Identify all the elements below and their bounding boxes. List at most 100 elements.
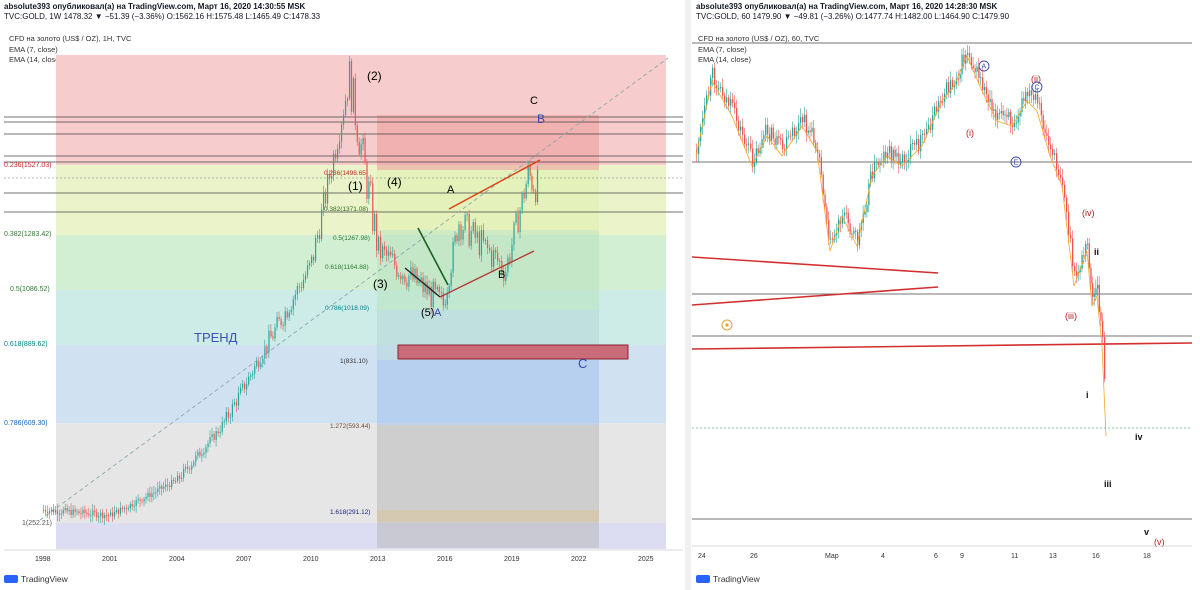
candle-body — [954, 84, 956, 87]
candle-body — [857, 231, 859, 246]
trend-diagonal — [39, 57, 669, 521]
x-tick-label: Мар — [825, 553, 839, 560]
candle-body — [989, 99, 991, 103]
candle-body — [233, 402, 236, 405]
candle-body — [320, 209, 323, 240]
candle-body — [199, 451, 201, 456]
candle-body — [849, 223, 851, 234]
candle-body — [995, 109, 997, 120]
candle-body — [314, 238, 317, 261]
candle-body — [149, 492, 151, 498]
candle-body — [1062, 177, 1064, 185]
hourly-chart-svg[interactable]: (i) (ii) (iii) (iv) (v) i ii iii iv v A … — [692, 0, 1200, 590]
inner-zone-blue — [377, 360, 599, 425]
candle-body — [942, 101, 944, 103]
inner-zone-yellow — [377, 170, 599, 230]
candle-body — [416, 268, 418, 284]
candle-body — [972, 65, 974, 68]
candle-body — [1002, 111, 1004, 116]
candle-body — [50, 509, 53, 511]
candle-body — [106, 515, 108, 517]
candle-body — [1098, 284, 1100, 312]
candle-body — [983, 87, 986, 91]
x-tick-label: 2010 — [303, 556, 319, 563]
candle-body — [853, 230, 855, 234]
candle-body — [1079, 268, 1081, 273]
fib-label: 0.5(1086.52) — [10, 286, 50, 293]
candle-body — [724, 95, 726, 103]
candle-body — [767, 124, 769, 135]
tradingview-logo[interactable]: TradingView — [4, 574, 68, 584]
candle-body — [113, 512, 116, 517]
candle-body — [428, 286, 430, 295]
x-tick-label: 9 — [960, 553, 964, 560]
candle-body — [484, 240, 487, 242]
candle-body — [408, 275, 410, 287]
candle-body — [1070, 234, 1072, 239]
candle-body — [752, 148, 754, 167]
candle-body — [444, 304, 446, 306]
x-tick-label: 4 — [881, 553, 885, 560]
candle-body — [1056, 153, 1058, 170]
candle-body — [177, 475, 179, 481]
x-tick-label: 13 — [1049, 553, 1057, 560]
candle-body — [410, 267, 412, 276]
candle-body — [374, 214, 376, 232]
candle-body — [822, 174, 824, 195]
inner-zone-red — [377, 115, 599, 170]
candle-body — [1033, 95, 1035, 100]
candle-body — [438, 286, 440, 293]
candle-body — [938, 101, 940, 112]
candle-body — [738, 120, 740, 131]
candle-body — [805, 114, 808, 134]
x-tick-label: 24 — [698, 553, 706, 560]
candle-body — [348, 61, 351, 99]
x-tick-label: 26 — [750, 553, 758, 560]
candle-body — [505, 272, 507, 281]
candle-body — [924, 133, 926, 135]
candle-body — [948, 82, 950, 94]
candle-body — [1093, 294, 1095, 297]
candle-body — [392, 253, 394, 256]
target-zone-box[interactable] — [397, 344, 629, 360]
candle-body — [227, 412, 229, 418]
candle-body — [159, 486, 161, 489]
candle-body — [46, 511, 49, 514]
candle-body — [304, 275, 307, 280]
wave-label: i — [1086, 390, 1089, 400]
x-tick-label: 11 — [1011, 553, 1018, 560]
candle-body — [203, 452, 205, 455]
candle-body — [1102, 320, 1104, 338]
trendline-black — [404, 267, 441, 298]
tradingview-logo-right[interactable]: TradingView — [696, 574, 760, 584]
candle-body — [1066, 197, 1068, 212]
candle-body — [368, 181, 370, 199]
candle-body — [274, 327, 276, 339]
candle-body — [1104, 337, 1106, 379]
candle-body — [704, 105, 706, 119]
candle-body — [750, 143, 752, 149]
candle-body — [847, 212, 849, 224]
candle-body — [780, 137, 782, 140]
candle-body — [968, 53, 971, 58]
candle-body — [193, 462, 195, 466]
candle-body — [476, 231, 478, 238]
candle-body — [770, 127, 773, 141]
candle-body — [272, 336, 274, 339]
fib-inner-label: 0.5(1267.98) — [333, 235, 370, 242]
candle-body — [1013, 122, 1016, 128]
weekly-chart-svg[interactable]: 0.236(1527.03) 0.382(1283.42) 0.5(1086.5… — [0, 0, 683, 590]
candle-body — [813, 127, 815, 143]
candle-body — [815, 142, 817, 150]
wave-label: (iv) — [1082, 208, 1095, 218]
candle-body — [54, 510, 57, 513]
candle-body — [1092, 283, 1094, 297]
candle-body — [488, 248, 491, 251]
circled-labels: A C E — [978, 60, 1043, 168]
candle-body — [292, 299, 294, 310]
candle-body — [1017, 116, 1019, 123]
candle-body — [296, 286, 298, 295]
candle-body — [468, 213, 470, 246]
candle-body — [270, 330, 272, 337]
candle-body — [141, 500, 143, 502]
